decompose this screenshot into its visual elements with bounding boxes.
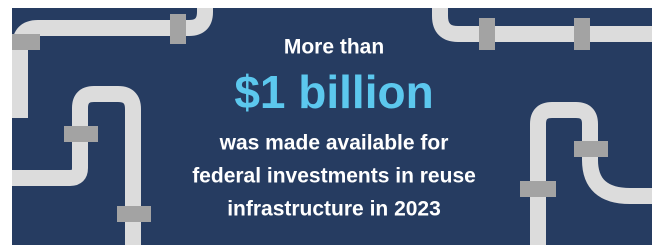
body-line: infrastructure in 2023 — [227, 198, 441, 221]
body-line: federal investments in reuse — [192, 165, 476, 188]
amount-text: $1 billion — [234, 66, 433, 118]
pipe-coupling — [10, 34, 40, 50]
infographic: More than $1 billion was made available … — [0, 0, 660, 251]
body-line: was made available for — [219, 132, 449, 155]
pipe-coupling — [520, 181, 556, 197]
page: {"headline": {"lead": "More than", "amou… — [0, 0, 660, 251]
lead-text: More than — [284, 36, 384, 59]
pipe-coupling — [170, 14, 186, 44]
pipe-coupling — [479, 18, 495, 50]
pipe-coupling — [574, 18, 590, 50]
pipe-coupling — [574, 141, 608, 157]
pipe-coupling — [64, 126, 98, 142]
pipe-coupling — [117, 206, 151, 222]
